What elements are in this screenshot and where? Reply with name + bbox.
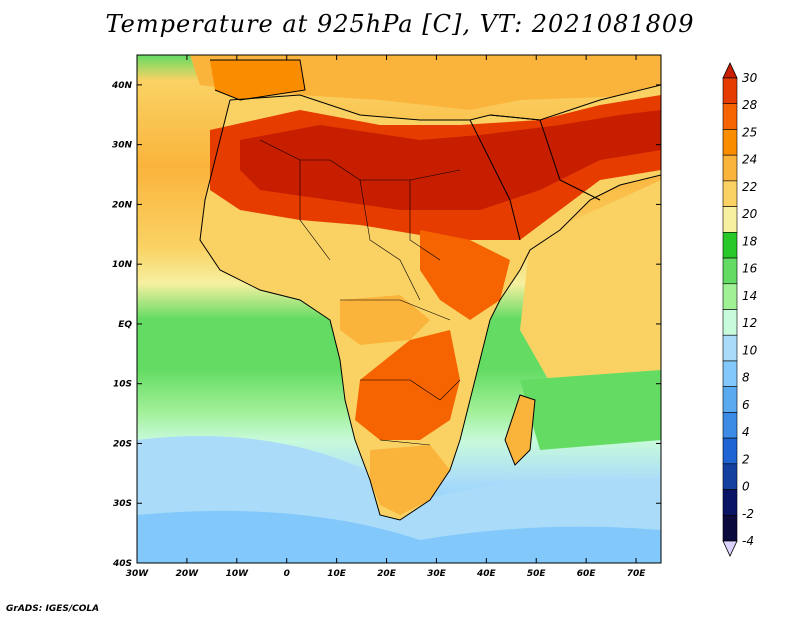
- lat-label: 30N: [112, 141, 133, 151]
- colorbar-swatch: [722, 309, 738, 336]
- colorbar-swatch: [722, 206, 738, 233]
- indian-ocean-warm: [520, 180, 661, 400]
- colorbar-label: 10: [742, 343, 758, 357]
- colorbar-swatch: [722, 514, 738, 542]
- colorbar-swatch: [722, 103, 738, 130]
- congo-basin: [340, 295, 430, 345]
- colorbar-label: 18: [742, 234, 758, 248]
- indian-ocean-mild: [520, 370, 661, 450]
- colorbar-label: -2: [742, 507, 754, 521]
- colorbar-label: 4: [742, 425, 750, 439]
- colorbar-label: -4: [742, 534, 754, 548]
- lat-label: 30S: [113, 499, 132, 509]
- colorbar-bottom-arrow: [722, 540, 738, 557]
- lon-label: 30E: [427, 569, 447, 579]
- sahara-core: [240, 110, 661, 210]
- lat-label: 40S: [112, 559, 132, 569]
- lat-label: 20S: [113, 439, 132, 449]
- country-borders: [259, 139, 461, 446]
- colorbar-swatch: [722, 180, 738, 207]
- lat-label: 40N: [111, 81, 133, 91]
- colorbar-swatch: [722, 437, 738, 465]
- colorbar-swatch: [722, 412, 738, 439]
- colorbar-label: 25: [742, 125, 757, 139]
- lon-label: 40E: [476, 569, 497, 579]
- lat-label: 20N: [112, 200, 133, 210]
- east-africa-warm: [420, 230, 510, 320]
- colorbar-label: 28: [742, 98, 758, 112]
- colorbar-top-arrow: [722, 62, 738, 79]
- colorbar-label: 8: [742, 371, 750, 385]
- colorbar-label: 14: [742, 289, 757, 303]
- grads-credit: GrADS: IGES/COLA: [6, 604, 100, 614]
- colorbar-label: 22: [742, 180, 757, 194]
- colorbar-label: 12: [742, 316, 757, 330]
- colorbar-swatch: [722, 489, 738, 516]
- lon-label: 50E: [527, 569, 547, 579]
- lat-label: EQ: [118, 320, 132, 330]
- lon-label: 10E: [327, 569, 347, 579]
- lon-label: 20E: [377, 569, 397, 579]
- lon-label: 0: [284, 569, 290, 579]
- madagascar: [505, 395, 535, 465]
- coastlines: [199, 59, 661, 521]
- lon-label: 70E: [627, 569, 647, 579]
- colorbar-swatch: [722, 232, 738, 259]
- iberia-land: [210, 60, 305, 100]
- lon-label: 10W: [226, 569, 250, 579]
- plot-frame: [136, 54, 662, 564]
- map-title: Temperature at 925hPa [C], VT: 202108180…: [105, 10, 695, 38]
- colorbar-swatch: [722, 386, 738, 413]
- colorbar-label: 6: [742, 398, 750, 412]
- lat-label: 10N: [112, 260, 133, 270]
- colorbar-label: 16: [742, 262, 758, 276]
- colorbar-swatch: [722, 283, 738, 310]
- colorbar-swatch: [722, 154, 738, 182]
- colorbar-swatch: [722, 257, 738, 285]
- colorbar-label: 2: [742, 452, 750, 466]
- colorbar-swatch: [722, 77, 738, 105]
- colorbar-label: 24: [742, 153, 757, 167]
- europe-land: [190, 55, 661, 110]
- colorbar-label: 30: [742, 71, 758, 85]
- colorbar-label: 20: [742, 207, 758, 221]
- south-africa-mild: [370, 445, 450, 515]
- lon-label: 60E: [577, 569, 597, 579]
- southern-cold-band: [137, 510, 661, 563]
- colorbar-swatch: [722, 334, 738, 362]
- lon-label: 20W: [176, 569, 200, 579]
- colorbar-swatch: [722, 360, 738, 387]
- latitude-axis: 40N 30N 20N 10N EQ 10S 20S 30S 40S: [111, 81, 661, 569]
- southern-africa-hot: [355, 330, 460, 440]
- longitude-axis: 30W 20W 10W 0 10E 20E 30E 40E 50E 60E 70E: [126, 55, 646, 579]
- lon-label: 30W: [126, 569, 150, 579]
- colorbar-label: 0: [742, 480, 750, 494]
- temperature-map: 40N 30N 20N 10N EQ 10S 20S 30S 40S 30W 20W 10W 0 10E…: [111, 54, 758, 579]
- colorbar-swatch: [722, 129, 738, 156]
- colorbar-swatch: [722, 463, 738, 490]
- lat-label: 10S: [113, 380, 132, 390]
